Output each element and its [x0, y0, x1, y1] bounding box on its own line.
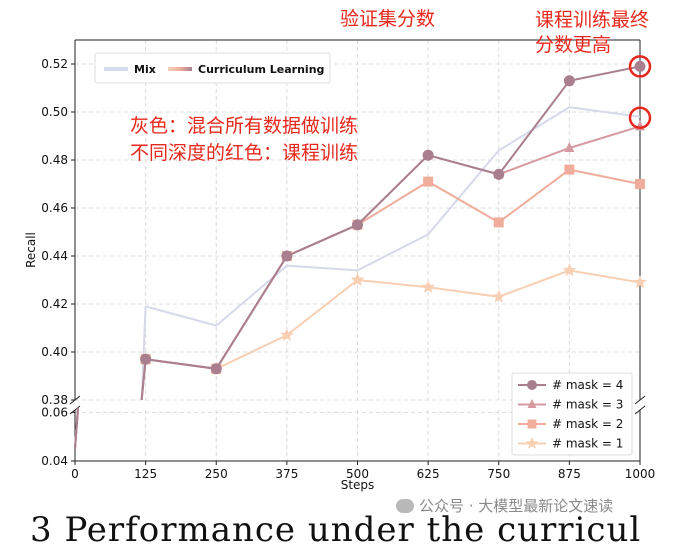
mask-legend-label: # mask = 2	[552, 417, 623, 431]
mask-legend-marker	[527, 399, 537, 408]
x-tick-label: 1000	[625, 467, 656, 481]
top-legend-box	[94, 52, 331, 84]
mask-legend-box	[511, 372, 633, 456]
gray-mix-note: 灰色：混合所有数据做训练	[130, 115, 359, 137]
data-point	[564, 142, 575, 152]
final-score-annotation-line1: 课程训练最终	[535, 9, 650, 31]
data-point	[350, 273, 365, 286]
y-tick-label: 0.06	[41, 405, 68, 419]
data-point	[564, 164, 575, 175]
axis-break-mark	[634, 405, 646, 415]
data-point	[281, 250, 293, 262]
final-score-annotation-line2: 分数更高	[535, 34, 612, 56]
data-point	[633, 275, 647, 289]
y-tick-label: 0.50	[41, 105, 68, 119]
data-point	[352, 219, 363, 231]
validation-score-annotation: 验证集分数	[340, 8, 436, 30]
x-tick-label: 250	[205, 467, 228, 481]
legend-swatch-curriculum-fill	[168, 67, 192, 71]
data-point	[493, 168, 505, 180]
mask-legend-label: # mask = 4	[552, 378, 623, 392]
x-tick-label: 0	[71, 467, 79, 481]
mask-legend-marker	[527, 419, 537, 429]
x-tick-label: 625	[417, 467, 440, 481]
top-legend: Mix Curriculum Learning	[94, 52, 331, 84]
series-line-lower	[74, 407, 79, 449]
red-curriculum-note: 不同深度的红色：课程训练	[130, 142, 359, 164]
data-point	[493, 217, 504, 228]
legend-label-mix: Mix	[134, 63, 156, 76]
highlight-circle-curriculum	[628, 55, 652, 78]
y-tick-label: 0.48	[41, 153, 68, 167]
x-tick-label: 125	[134, 467, 157, 481]
data-point	[421, 280, 435, 293]
mask-legend-marker	[527, 380, 537, 390]
series-line	[145, 106, 641, 327]
y-tick-label: 0.44	[41, 249, 68, 263]
data-point	[423, 176, 434, 187]
series-line-break	[140, 359, 147, 401]
series-mask4	[74, 60, 646, 449]
data-point	[635, 179, 645, 189]
axis-break-mark	[634, 395, 646, 405]
watermark-text: 公众号 · 大模型最新论文速读	[419, 497, 614, 515]
y-tick-label: 0.46	[41, 201, 68, 215]
data-point	[492, 289, 506, 303]
watermark: 公众号 · 大模型最新论文速读	[396, 495, 613, 516]
data-point	[562, 263, 576, 277]
legend-label-curriculum: Curriculum Learning	[198, 63, 324, 76]
mask-legend-label: # mask = 3	[552, 398, 623, 412]
mask-legend-marker	[525, 437, 539, 449]
data-point	[634, 60, 646, 72]
x-axis-label: Steps	[341, 478, 375, 492]
data-point	[563, 75, 575, 87]
data-point	[210, 363, 222, 375]
mask-legend-label: # mask = 1	[552, 437, 623, 451]
wechat-icon	[396, 499, 414, 513]
y-tick-label: 0.40	[41, 345, 68, 359]
highlight-circle-mix	[628, 106, 652, 130]
y-tick-label: 0.52	[41, 57, 68, 71]
series-line	[145, 269, 641, 370]
mask-legend: # mask = 4 # mask = 3 # mask = 2 # mask = 1	[511, 372, 633, 456]
y-tick-label: 0.42	[41, 297, 68, 311]
data-point	[140, 353, 152, 365]
data-point	[280, 328, 294, 341]
x-tick-label: 750	[487, 467, 510, 481]
x-tick-label: 375	[275, 467, 298, 481]
recall-line-chart: 0 125 250 375 500 625 750 875 1000 0.38 0.40 0.42 0.…	[24, 39, 656, 492]
y-axis-label: Recall	[24, 232, 38, 268]
x-tick-label: 500	[346, 467, 369, 481]
y-tick-label: 0.04	[41, 454, 68, 468]
series-line	[145, 65, 641, 370]
caption-fragment: 3 Performance under the curricul	[30, 510, 642, 550]
data-point	[422, 149, 434, 161]
x-tick-label: 875	[558, 467, 581, 481]
y-tick-label: 0.38	[41, 393, 68, 407]
